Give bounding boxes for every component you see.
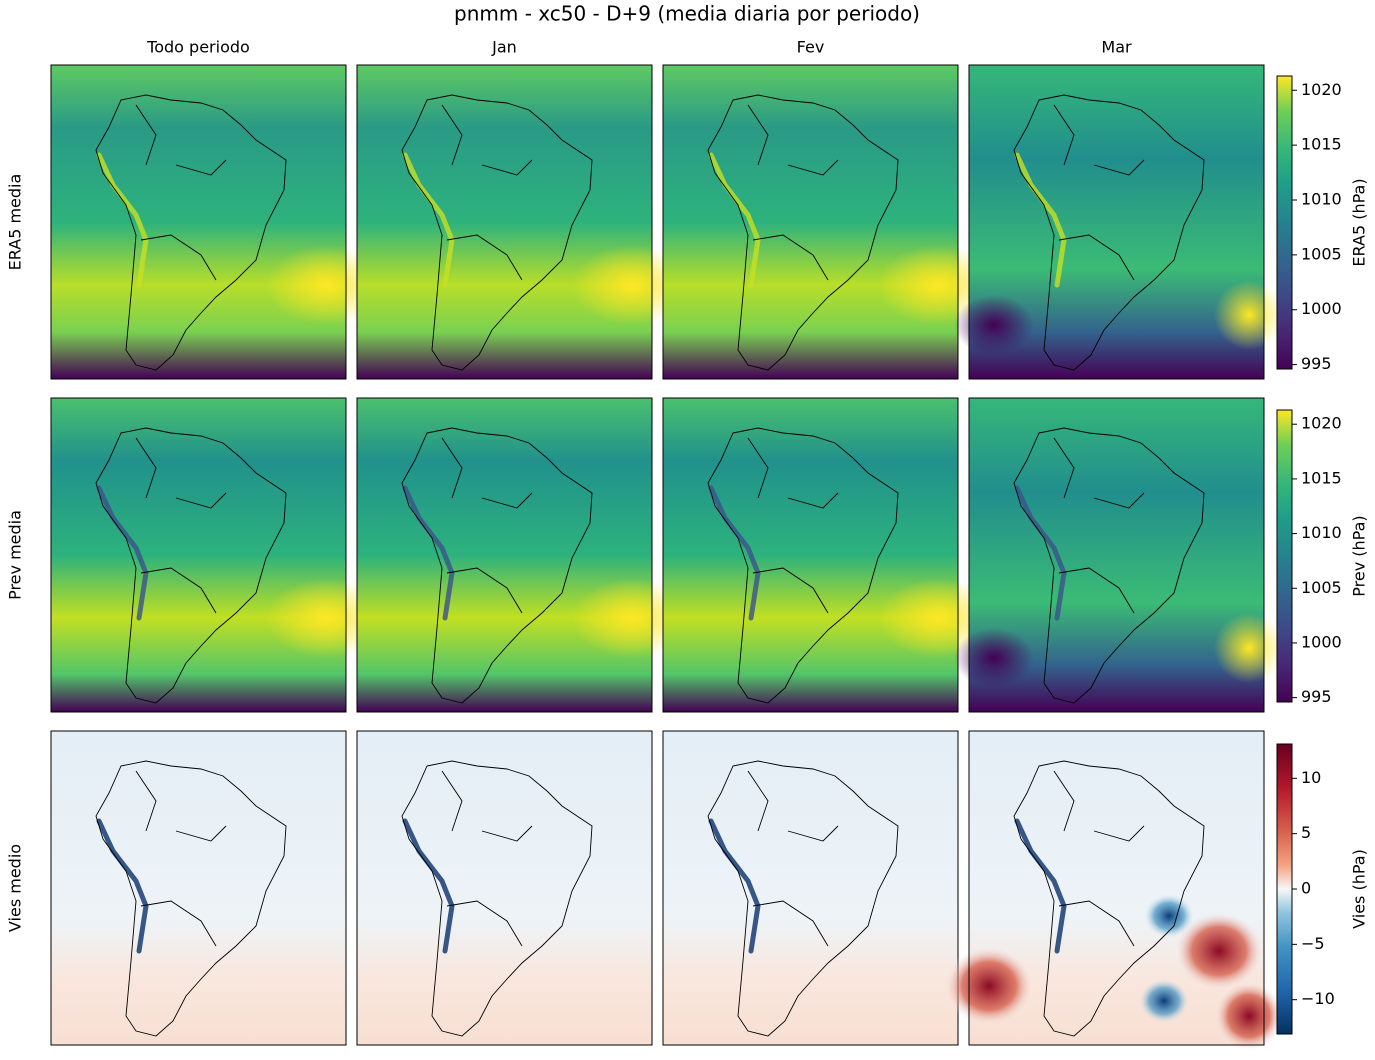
column-title: Fev [797, 38, 825, 57]
colorbar-label: ERA5 (hPa) [1350, 178, 1369, 266]
map-frame [356, 397, 653, 713]
field-bias [1144, 894, 1194, 938]
map-panel [50, 64, 386, 380]
map-frame [50, 730, 347, 1046]
colorbar-tick-label: 995 [1301, 687, 1332, 706]
field-low [954, 628, 1034, 688]
field-bias [1174, 911, 1264, 991]
colorbar-tick-label: 1000 [1301, 632, 1342, 651]
colorbar-tick-label: 1020 [1301, 414, 1342, 433]
colorbar-label: Vies (hPa) [1350, 849, 1369, 929]
map-frame [662, 730, 959, 1046]
field-high [1214, 613, 1284, 683]
colorbar [1276, 409, 1293, 703]
map-field [663, 398, 958, 712]
field-bias [1214, 981, 1284, 1051]
map-panel [50, 730, 347, 1046]
row-label: ERA5 media [6, 174, 25, 271]
column-title: Jan [491, 38, 517, 57]
row-label: Prev media [6, 510, 25, 600]
field-high [266, 578, 386, 658]
field-high [1214, 280, 1284, 350]
field-high [572, 578, 692, 658]
map-frame [968, 64, 1265, 380]
map-frame [662, 64, 959, 380]
row-label: Vies medio [6, 844, 25, 932]
map-frame [356, 730, 653, 1046]
map-panel [662, 730, 959, 1046]
colorbar-tick-label: 1020 [1301, 80, 1342, 99]
colorbar-tick-label: 5 [1301, 823, 1311, 842]
map-field [357, 731, 652, 1045]
map-panel [356, 397, 692, 713]
field-high [266, 245, 386, 325]
map-frame [968, 730, 1265, 1046]
map-frame [50, 397, 347, 713]
figure-title: pnmm - xc50 - D+9 (media diaria por peri… [454, 2, 920, 26]
colorbar-label: Prev (hPa) [1350, 515, 1369, 596]
map-panel [356, 64, 692, 380]
map-panel [356, 730, 653, 1046]
map-field [51, 65, 346, 379]
column-title: Todo periodo [146, 38, 250, 57]
colorbar-tick-label: 10 [1301, 768, 1321, 787]
map-panel [50, 397, 386, 713]
map-panel [954, 397, 1284, 713]
colorbar-tick-label: −5 [1301, 934, 1325, 953]
colorbar-tick-label: −10 [1301, 989, 1335, 1008]
colorbar-tick-label: 0 [1301, 879, 1311, 898]
colorbar-tick-label: 1005 [1301, 244, 1342, 263]
colorbar-tick-label: 1005 [1301, 578, 1342, 597]
colorbar-tick-label: 1010 [1301, 523, 1342, 542]
field-bias [1139, 979, 1189, 1023]
colorbar [1276, 743, 1293, 1035]
map-field [357, 65, 652, 379]
map-field [51, 398, 346, 712]
colorbar-tick-label: 1015 [1301, 468, 1342, 487]
map-field [663, 65, 958, 379]
colorbar-tick-label: 995 [1301, 354, 1332, 373]
map-panel [944, 730, 1284, 1051]
map-field [357, 398, 652, 712]
map-frame [662, 397, 959, 713]
map-field [663, 731, 958, 1045]
map-field [51, 731, 346, 1045]
colorbar-tick-label: 1010 [1301, 190, 1342, 209]
colorbar-tick-label: 1000 [1301, 299, 1342, 318]
map-panel [662, 397, 998, 713]
colorbar [1276, 75, 1293, 370]
colorbar-tick-label: 1015 [1301, 135, 1342, 154]
map-frame [50, 64, 347, 380]
field-bias [944, 946, 1034, 1026]
map-panel [662, 64, 998, 380]
field-low [954, 295, 1034, 355]
field-high [572, 245, 692, 325]
map-panel [954, 64, 1284, 380]
column-title: Mar [1101, 38, 1132, 57]
map-frame [968, 397, 1265, 713]
map-frame [356, 64, 653, 380]
